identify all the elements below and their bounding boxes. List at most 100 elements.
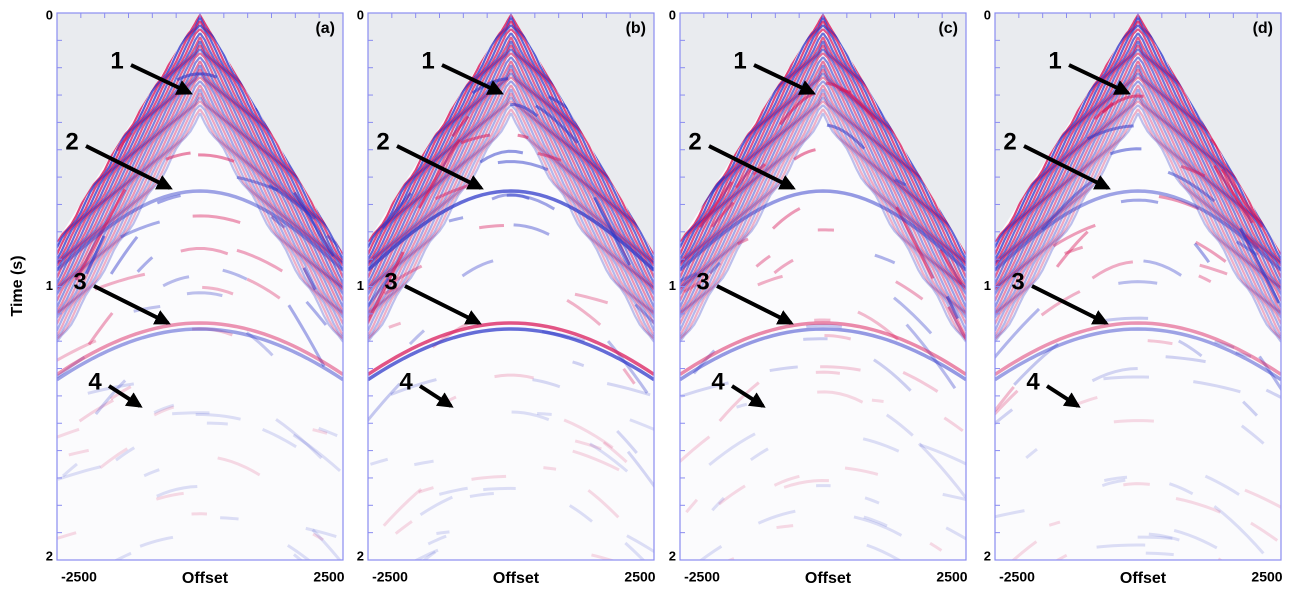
noise: [85, 235, 106, 275]
noise: [574, 292, 609, 305]
seismic-event: [995, 92, 1281, 325]
reflection: [995, 189, 1281, 272]
x-tick-label: 2500: [624, 569, 655, 585]
noise: [587, 489, 620, 519]
noise: [864, 496, 880, 505]
seismic-event: [995, 84, 1281, 316]
seismic-event: [995, 104, 1281, 339]
noise: [685, 498, 699, 514]
noise: [1240, 424, 1265, 445]
noise: [537, 151, 562, 162]
noise: [94, 379, 127, 416]
noise: [769, 365, 798, 373]
noise: [115, 131, 132, 152]
arrow: [730, 384, 766, 408]
noise: [136, 256, 154, 273]
noise: [120, 220, 161, 239]
seismic-event: [995, 76, 1281, 312]
noise: [1118, 280, 1158, 285]
noise: [995, 540, 1038, 560]
arrow: [1031, 284, 1109, 325]
noise: [1244, 488, 1281, 512]
noise: [995, 307, 1041, 365]
noise: [905, 323, 957, 390]
noise: [198, 153, 235, 163]
noise: [995, 408, 1014, 438]
noise: [938, 248, 963, 286]
noise: [606, 382, 651, 397]
noise: [385, 264, 423, 288]
noise: [1091, 260, 1134, 280]
arrow: [85, 144, 173, 190]
noise: [1143, 259, 1182, 277]
noise: [995, 509, 1025, 519]
noise: [806, 323, 843, 329]
noise: [1101, 101, 1114, 114]
noise: [572, 449, 620, 472]
noise: [734, 167, 752, 189]
noise: [87, 312, 114, 346]
noise: [1250, 521, 1279, 542]
noise: [535, 104, 579, 144]
noise: [616, 429, 638, 454]
x-tick-label: 2500: [1251, 569, 1282, 585]
noise: [708, 261, 722, 275]
noise: [902, 371, 939, 393]
noise: [517, 133, 529, 140]
y-tick-label: 1: [984, 278, 991, 293]
noise: [566, 298, 602, 326]
seismic-event: [368, 88, 654, 319]
arrow: [753, 63, 816, 95]
noise: [408, 329, 426, 346]
noise: [917, 442, 966, 499]
noise: [57, 355, 86, 389]
noise: [1213, 164, 1254, 224]
x-axis-label: Offset: [493, 570, 540, 587]
noise: [1091, 367, 1138, 383]
noise: [438, 486, 468, 496]
noise: [217, 456, 261, 477]
noise: [1180, 164, 1206, 178]
noise: [771, 207, 801, 230]
noise: [311, 528, 343, 560]
reflection: [680, 327, 966, 382]
seismic-events: [680, 13, 966, 560]
seismic-event: [680, 76, 966, 312]
panel-label: (d): [1253, 20, 1273, 37]
noise: [1158, 195, 1200, 211]
noise: [1048, 520, 1061, 527]
noise: [57, 465, 101, 481]
noise: [162, 275, 190, 288]
seismic-event: [995, 96, 1281, 332]
seismic-event: [680, 72, 966, 308]
noise: [1244, 234, 1259, 250]
noise: [624, 541, 654, 560]
noise: [1147, 339, 1173, 346]
reflection: [368, 321, 654, 376]
arrow: [1045, 384, 1081, 408]
noise: [286, 544, 317, 560]
reflection: [995, 327, 1281, 382]
panel: (d) 0 1 2 -2500 2500 Offset 1 2 3 4: [984, 7, 1283, 587]
noise: [718, 484, 746, 506]
noise: [153, 405, 175, 417]
y-tick-label: 2: [357, 548, 364, 563]
panel: (b) 0 1 2 -2500 2500 Offset 1 2 3 4: [357, 7, 656, 587]
noise: [305, 300, 328, 326]
noise: [995, 389, 1019, 429]
noise: [1040, 180, 1093, 231]
noise: [312, 428, 328, 435]
noise: [155, 491, 184, 501]
seismic-event: [680, 96, 966, 332]
noise: [1194, 240, 1227, 263]
reflection: [57, 189, 343, 272]
seismic-event: [995, 108, 1281, 340]
panel-label: (c): [938, 20, 958, 37]
noise: [711, 496, 725, 512]
noise: [246, 277, 281, 300]
noise: [1193, 380, 1241, 394]
noise: [115, 446, 136, 462]
panel-label: (b): [626, 20, 646, 37]
noise: [1145, 551, 1174, 557]
